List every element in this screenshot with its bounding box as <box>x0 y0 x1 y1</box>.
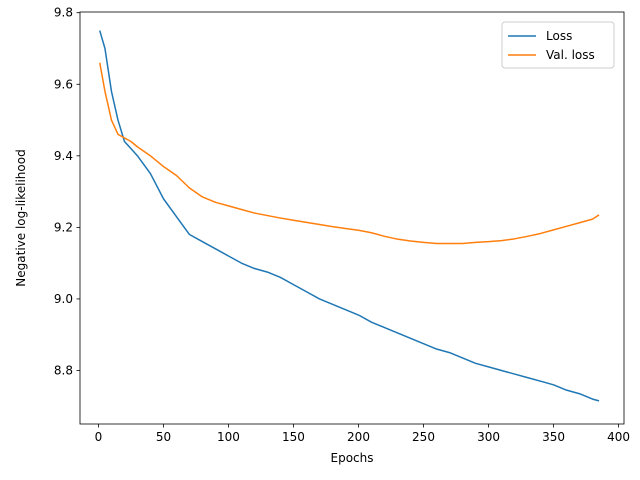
x-tick-label: 400 <box>607 430 630 444</box>
y-tick-label: 9.6 <box>54 77 73 91</box>
x-tick-label: 50 <box>156 430 171 444</box>
plot-frame <box>79 11 625 425</box>
y-tick-label: 9.8 <box>54 6 73 20</box>
x-tick-label: 300 <box>477 430 500 444</box>
x-tick-label: 0 <box>95 430 103 444</box>
x-axis-label: Epochs <box>331 451 374 465</box>
y-tick-label: 8.8 <box>54 363 73 377</box>
x-tick-label: 350 <box>542 430 565 444</box>
series-line-val-loss <box>99 62 600 245</box>
x-tick-label: 150 <box>282 430 305 444</box>
x-tick-label: 200 <box>347 430 370 444</box>
x-tick-label: 250 <box>412 430 435 444</box>
y-axis-label: Negative log-likelihood <box>14 149 28 286</box>
x-tick-label: 100 <box>217 430 240 444</box>
series-layer <box>99 30 600 402</box>
y-tick-label: 9.2 <box>54 220 73 234</box>
y-axis-ticks: 8.8 9.0 9.2 9.4 9.6 9.8 <box>54 6 80 377</box>
legend-label-loss: Loss <box>546 29 572 43</box>
y-tick-label: 9.0 <box>54 292 73 306</box>
legend-label-val-loss: Val. loss <box>546 48 595 62</box>
x-axis-ticks: 0 50 100 150 200 250 300 350 400 <box>95 424 630 444</box>
series-line-loss <box>99 30 600 402</box>
legend-box <box>501 21 615 69</box>
y-tick-label: 9.4 <box>54 149 73 163</box>
legend: Loss Val. loss <box>501 21 615 69</box>
